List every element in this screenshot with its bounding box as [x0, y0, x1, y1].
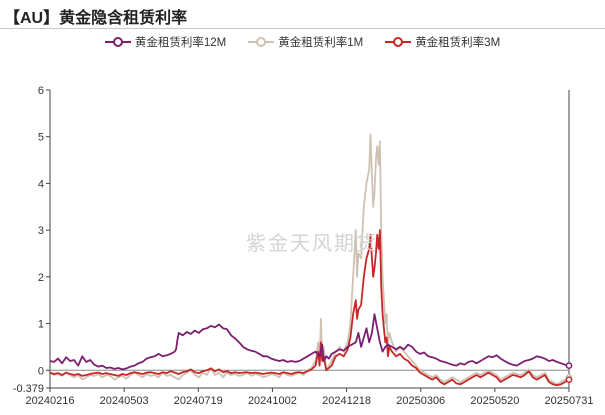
- x-tick-label: 20250731: [545, 395, 594, 407]
- legend-label-1m: 黄金租赁利率1M: [278, 37, 364, 49]
- legend-label-3m: 黄金租赁利率3M: [415, 37, 501, 49]
- x-tick-label: 20241218: [322, 395, 371, 407]
- title-divider: [0, 28, 605, 29]
- legend-item-12m[interactable]: 黄金租赁利率12M: [104, 34, 227, 50]
- legend-swatch-12m: [104, 37, 131, 47]
- chart-title: 【AU】黄金隐含租赁利率: [4, 10, 188, 27]
- series-line-12m: [49, 313, 570, 371]
- y-tick-label: 5: [38, 132, 44, 144]
- series-line-3m: [49, 229, 570, 387]
- x-tick-label: 20240216: [26, 395, 75, 407]
- y-tick-label: 6: [38, 85, 44, 97]
- x-tick-label: 20240503: [100, 395, 149, 407]
- x-tick-label: 20240719: [174, 395, 223, 407]
- legend-label-12m: 黄金租赁利率12M: [134, 37, 227, 49]
- series-line-1m: [49, 133, 570, 386]
- x-tick-label: 20250520: [470, 395, 519, 407]
- series-end-marker-12m: [565, 362, 573, 369]
- y-tick-label: 1: [38, 319, 44, 331]
- y-tick-label: -0.379: [13, 383, 44, 395]
- legend-swatch-1m: [248, 37, 275, 47]
- legend: 黄金租赁利率12M 黄金租赁利率1M 黄金租赁利率3M: [0, 34, 605, 50]
- x-tick-label: 20250306: [396, 395, 445, 407]
- legend-swatch-3m: [385, 37, 412, 47]
- series-end-marker-3m: [565, 376, 573, 383]
- y-tick-label: 0: [38, 365, 44, 377]
- y-tick-label: 4: [38, 178, 44, 190]
- y-tick-label: 3: [38, 225, 44, 237]
- watermark: 紫金天风期货: [246, 233, 378, 255]
- y-tick-label: 2: [38, 272, 44, 284]
- legend-item-1m[interactable]: 黄金租赁利率1M: [248, 34, 363, 50]
- x-tick-label: 20241002: [248, 395, 297, 407]
- series-layer: [49, 133, 573, 387]
- legend-item-3m[interactable]: 黄金租赁利率3M: [385, 34, 500, 50]
